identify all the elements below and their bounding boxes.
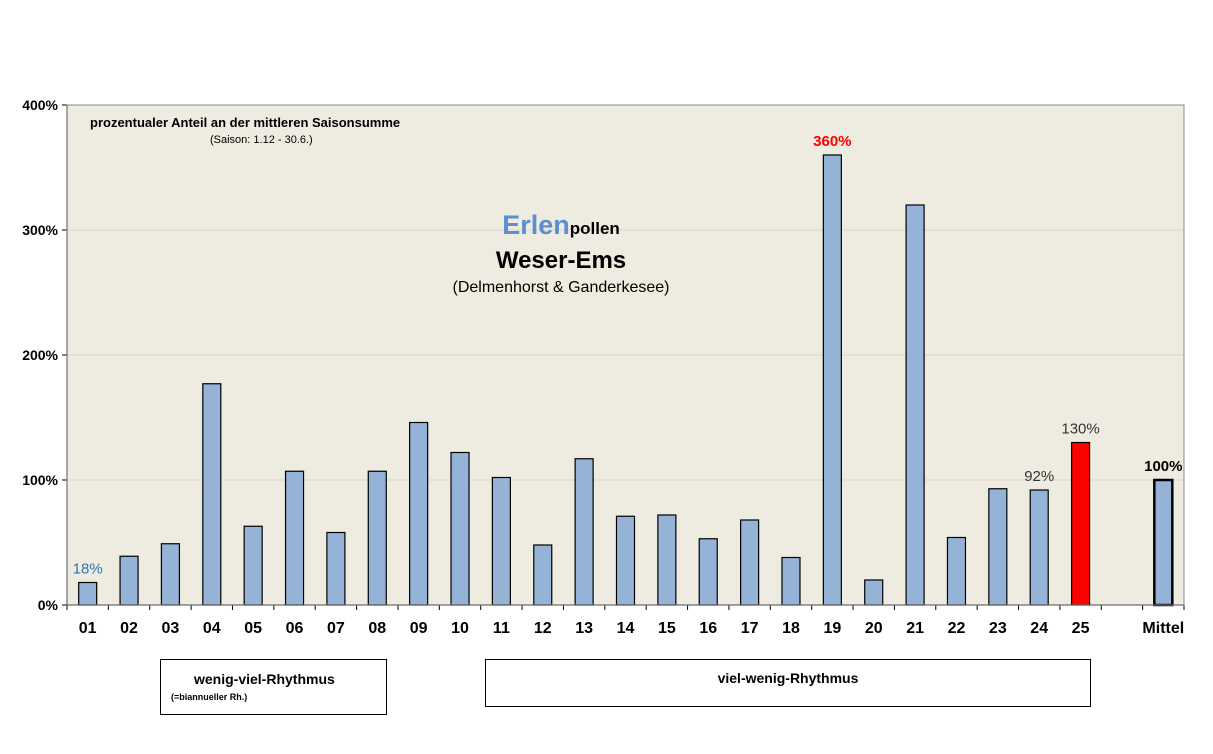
data-label: 18%: [73, 561, 103, 578]
x-tick-label: 19: [823, 620, 841, 637]
bar-09: [409, 421, 429, 606]
x-tick-label: 22: [948, 620, 966, 637]
bar-24: [1029, 489, 1049, 606]
x-tick-label: 16: [699, 620, 717, 637]
bar-25: [1070, 441, 1091, 606]
bar-06: [284, 470, 305, 606]
bar-03: [160, 543, 181, 606]
axes: [62, 104, 1185, 610]
bar-16: [698, 538, 718, 606]
x-tick-label: 14: [617, 620, 635, 637]
bar-02: [119, 555, 139, 606]
x-tick-label: 10: [451, 620, 469, 637]
x-tick-label: 01: [79, 620, 97, 637]
bar-05: [243, 525, 263, 606]
data-label: 360%: [813, 133, 851, 150]
bar-22: [946, 536, 967, 606]
legend-box-left: wenig-viel-Rhythmus (=biannueller Rh.): [160, 659, 387, 715]
y-tick-label: 300%: [22, 222, 58, 238]
location: (Delmenhorst & Ganderkesee): [452, 279, 670, 296]
legend-box-right: viel-wenig-Rhythmus: [485, 659, 1091, 707]
bar-Mittel: [1153, 478, 1174, 607]
y-tick-label: 0%: [38, 597, 59, 613]
bar-12: [533, 544, 553, 606]
data-label: 92%: [1024, 468, 1054, 485]
note-line1: prozentualer Anteil an der mittleren Sai…: [90, 115, 401, 130]
bar-19: [822, 154, 842, 606]
subtitle: Weser-Ems: [495, 247, 627, 274]
x-tick-label: 09: [410, 620, 428, 637]
chart-title: Erlenpollen: [436, 210, 686, 241]
data-label: 130%: [1061, 421, 1099, 438]
x-tick-label: 12: [534, 620, 552, 637]
bar-11: [491, 476, 511, 606]
bar-08: [367, 470, 387, 606]
x-tick-label: 05: [244, 620, 262, 637]
x-tick-label: 07: [327, 620, 345, 637]
x-tick-label: 25: [1072, 620, 1090, 637]
bar-13: [574, 458, 594, 606]
y-tick-label: 100%: [22, 472, 58, 488]
plot-frame: [66, 104, 1185, 606]
x-tick-label: 08: [368, 620, 386, 637]
bars: [78, 154, 1174, 607]
bar-04: [202, 383, 222, 606]
bar-10: [450, 451, 470, 606]
bar-20: [864, 579, 884, 606]
bar-23: [988, 488, 1008, 606]
legend-left-sublabel: (=biannueller Rh.): [171, 692, 248, 702]
x-tick-labels: 01 02 03 04 05 06 07 08 09 10 11 12 13 14 15 16 17 18 19 20…: [79, 620, 1184, 637]
x-tick-label: 11: [493, 620, 510, 637]
x-tick-label: 03: [162, 620, 180, 637]
data-label: 100%: [1144, 458, 1182, 475]
y-tick-label: 200%: [22, 347, 58, 363]
data-labels: 18% 360% 92% 130% 100%: [73, 133, 1183, 578]
chart-location: (Delmenhorst & Ganderkesee): [416, 279, 706, 297]
x-tick-label: 18: [782, 620, 800, 637]
legend-left-label: wenig-viel-Rhythmus: [194, 671, 335, 687]
y-tick-labels: 0% 100% 200% 300% 400%: [22, 97, 58, 613]
x-tick-label: 15: [658, 620, 676, 637]
legend-right-label: viel-wenig-Rhythmus: [717, 670, 859, 686]
title-accent: Erlen: [502, 210, 570, 240]
chart-note-season: (Saison: 1.12 - 30.6.): [210, 134, 313, 146]
bar-18: [781, 556, 801, 606]
bar-14: [615, 515, 636, 606]
x-tick-label: 24: [1030, 620, 1048, 637]
title-suffix: pollen: [569, 219, 620, 238]
x-tick-label: 23: [989, 620, 1007, 637]
chart-note: prozentualer Anteil an der mittleren Sai…: [90, 115, 400, 130]
bar-01: [78, 581, 98, 606]
x-tick-label: 13: [575, 620, 593, 637]
x-tick-label: Mittel: [1142, 620, 1184, 637]
bar-07: [326, 531, 346, 606]
x-tick-label: 20: [865, 620, 883, 637]
x-tick-label: 21: [906, 620, 924, 637]
x-tick-label: 04: [203, 620, 221, 637]
chart-subtitle: Weser-Ems: [436, 247, 686, 275]
x-tick-label: 06: [286, 620, 304, 637]
x-tick-label: 02: [120, 620, 138, 637]
bar-17: [740, 519, 760, 606]
bar-21: [905, 204, 925, 606]
y-tick-label: 400%: [22, 97, 58, 113]
bar-15: [657, 514, 677, 606]
x-tick-label: 17: [741, 620, 759, 637]
note-line2: (Saison: 1.12 - 30.6.): [210, 134, 313, 146]
